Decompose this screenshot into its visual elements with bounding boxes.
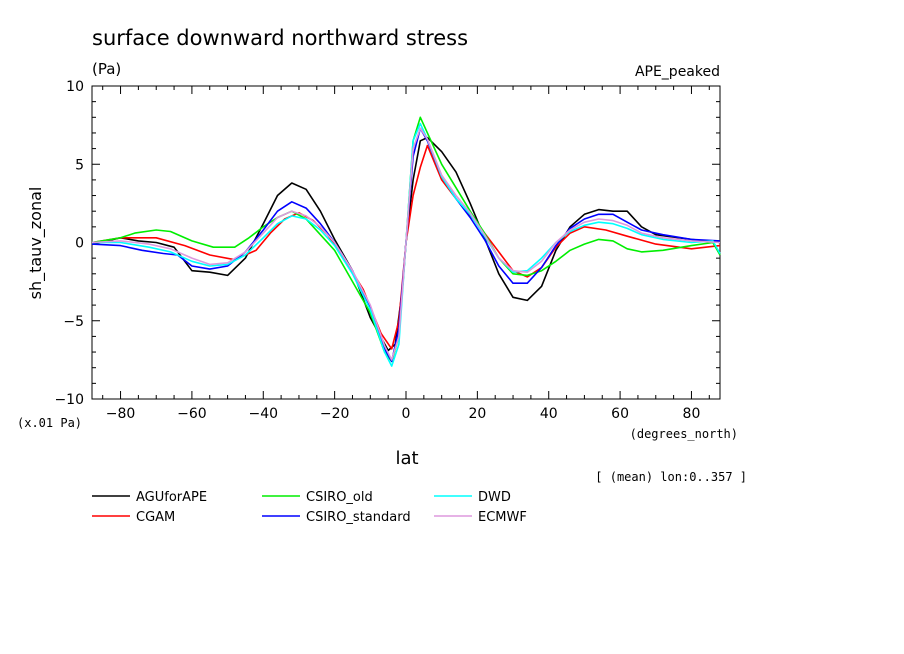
- y-tick-label: −5: [63, 314, 84, 330]
- legend-label: ECMWF: [478, 510, 527, 525]
- y-axis-label: sh_tauv_zonal: [26, 187, 46, 300]
- x-tick-label: −60: [177, 406, 207, 422]
- y-tick-label: 5: [75, 157, 84, 173]
- y-tick-label: −10: [54, 392, 84, 408]
- experiment-label: APE_peaked: [635, 64, 720, 80]
- x-axis-ticks: [102, 86, 710, 399]
- series-line-cgam: [91, 144, 721, 350]
- legend: AGUforAPE CGAM CSIRO_old CSIRO_standard DWD E…: [92, 490, 527, 525]
- x-axis-label: lat: [395, 448, 418, 469]
- series-line-aguforape: [91, 136, 721, 352]
- y-tick-label: 10: [66, 79, 84, 95]
- x-tick-label: −40: [248, 406, 278, 422]
- legend-label: CGAM: [136, 510, 175, 525]
- x-tick-label: 20: [468, 406, 486, 422]
- series-lines: [91, 116, 721, 367]
- y-axis-tick-labels: −10 −5 0 5 10: [54, 79, 84, 408]
- legend-label: DWD: [478, 490, 511, 505]
- chart-units: (Pa): [92, 60, 121, 78]
- x-tick-label: 60: [611, 406, 629, 422]
- x-axis-tick-labels: −80 −60 −40 −20 0 20 40 60 80: [106, 406, 701, 422]
- x-axis-units: (degrees_north): [630, 427, 738, 441]
- x-tick-label: −20: [320, 406, 350, 422]
- y-tick-label: 0: [75, 236, 84, 252]
- legend-label: CSIRO_old: [306, 490, 373, 505]
- x-tick-label: 80: [683, 406, 701, 422]
- chart-title: surface downward northward stress: [92, 26, 468, 50]
- series-line-dwd: [92, 122, 721, 367]
- averaging-note: [ (mean) lon:0..357 ]: [595, 470, 747, 484]
- legend-label: AGUforAPE: [136, 490, 207, 505]
- x-tick-label: 0: [402, 406, 411, 422]
- y-scale-note: (x.01 Pa): [17, 416, 82, 430]
- x-tick-label: −80: [106, 406, 136, 422]
- x-tick-label: 40: [540, 406, 558, 422]
- series-line-ecmwf: [91, 127, 721, 361]
- legend-label: CSIRO_standard: [306, 510, 411, 525]
